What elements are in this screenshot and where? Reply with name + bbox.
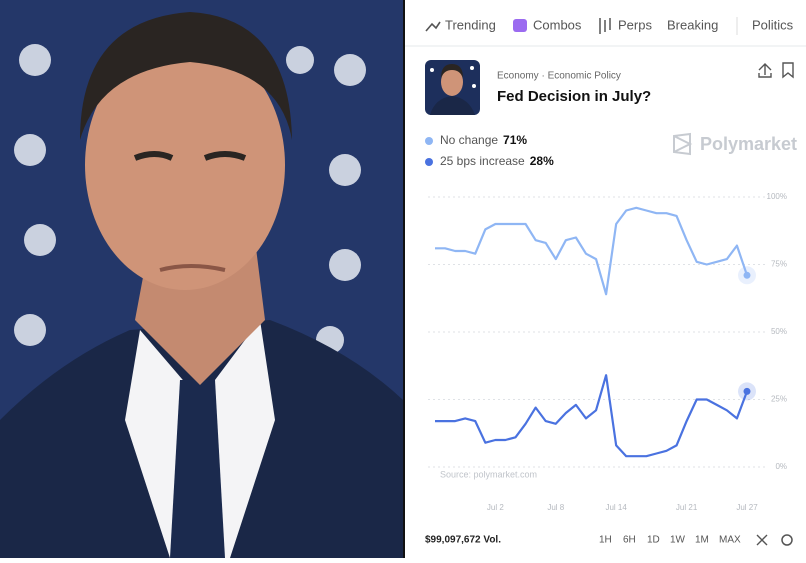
settings-icon[interactable] [781,534,793,546]
photo [0,0,403,558]
end-point [743,271,751,279]
market-title: Fed Decision in July? [497,88,651,105]
end-point [743,387,751,395]
trending-icon [425,21,441,32]
series-line [435,206,749,296]
source: Source: polymarket.com [440,469,537,479]
market-category: Economy · Economic Policy [497,71,621,82]
legend-value: 28% [530,154,554,168]
bookmark-icon[interactable] [782,62,794,79]
y-tick-label: 100% [767,192,787,201]
share-icon[interactable] [758,63,772,78]
x-tick-label: Jul 27 [736,503,758,512]
legend-dot [425,158,433,166]
thumbnail [425,60,480,115]
y-tick-label: 0% [775,462,787,471]
nav-item[interactable]: Perps [618,17,652,32]
shuffle-icon[interactable] [756,534,768,546]
y-tick-label: 25% [771,395,787,404]
range-button[interactable]: 1W [670,535,686,546]
x-tick-label: Jul 8 [547,503,564,512]
perps-icon [599,18,611,34]
legend-name: 25 bps increase [440,154,525,168]
range-button[interactable]: 1D [647,535,660,546]
brand: Polymarket [700,134,797,154]
nav-item[interactable]: Combos [533,17,582,32]
legend-value: 71% [503,133,527,147]
nav-item[interactable]: Trending [445,17,496,32]
x-tick-label: Jul 2 [487,503,504,512]
range-button[interactable]: 1M [695,535,709,546]
y-tick-label: 75% [771,260,787,269]
range-button[interactable]: MAX [719,535,741,546]
legend-dot [425,137,433,145]
series-line [435,374,749,458]
volume: $99,097,672 Vol. [425,535,501,546]
combos-icon [513,19,527,32]
range-button[interactable]: 6H [623,535,636,546]
legend-name: No change [440,133,498,147]
nav-item[interactable]: Breaking [667,17,718,32]
range-button[interactable]: 1H [599,535,612,546]
y-tick-label: 50% [771,327,787,336]
x-tick-label: Jul 21 [676,503,698,512]
x-tick-label: Jul 14 [605,503,627,512]
divider [403,0,405,558]
nav-item[interactable]: Politics [752,17,794,32]
brand-logo [673,132,693,156]
